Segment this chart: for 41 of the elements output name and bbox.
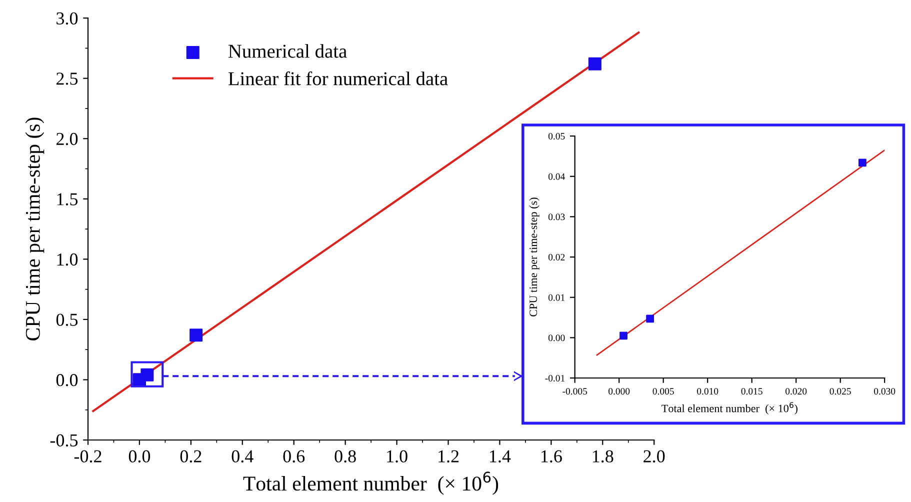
x-axis-title: Total element number (× 10$^{6}$): [662, 402, 798, 414]
x-tick-label: 0.0: [128, 450, 150, 463]
x-tick-label: 0.4: [232, 450, 254, 463]
y-tick-label: 2.0: [56, 132, 78, 146]
y-tick-label: 1.0: [57, 253, 78, 266]
x-tick-label: 1.0: [387, 450, 408, 463]
x-axis-title: Total element number (× 10$^{6}$): [243, 472, 498, 495]
legend-label: Numerical data: [228, 44, 347, 58]
y-tick-label: 0.02: [548, 254, 565, 261]
x-tick-label: 1.4: [490, 450, 511, 463]
y-tick-label: 0.05: [548, 132, 565, 140]
x-tick-label: 2.0: [644, 450, 665, 463]
x-tick-label: 0.030: [874, 388, 896, 395]
x-tick-label: -0.2: [74, 450, 102, 463]
y-tick-label: 2.5: [56, 72, 78, 85]
y-axis-title: CPU time per time-step (s): [25, 118, 44, 340]
x-tick-label: 1.6: [541, 450, 562, 463]
y-tick-label: 0.0: [56, 374, 78, 386]
y-tick-label: 0.01: [548, 294, 565, 301]
x-tick-label: 0.000: [608, 388, 630, 395]
y-axis-title: CPU time per time-step (s): [529, 198, 540, 316]
x-tick-label: 1.8: [592, 450, 614, 463]
x-tick-label: 0.015: [741, 388, 762, 395]
x-tick-label: 0.010: [697, 388, 718, 395]
x-tick-label: 0.025: [830, 388, 851, 395]
y-tick-label: 0.03: [548, 214, 565, 220]
y-tick-label: 3.0: [56, 12, 78, 25]
x-tick-label: 0.020: [786, 388, 807, 395]
y-tick-label: -0.01: [545, 374, 565, 382]
x-tick-label: 0.005: [652, 388, 674, 395]
y-tick-label: 1.5: [57, 193, 78, 206]
x-tick-label: -0.005: [562, 388, 588, 395]
y-tick-label: -0.5: [50, 434, 78, 447]
legend-label: Linear fit for numerical data: [228, 71, 448, 86]
x-tick-label: 1.2: [438, 450, 459, 463]
y-tick-label: 0.00: [548, 334, 565, 342]
x-tick-label: 0.6: [283, 450, 305, 463]
y-tick-label: 0.5: [56, 314, 78, 326]
x-tick-label: 0.8: [334, 450, 356, 463]
y-tick-label: 0.04: [548, 173, 565, 180]
x-tick-label: 0.2: [180, 450, 202, 463]
